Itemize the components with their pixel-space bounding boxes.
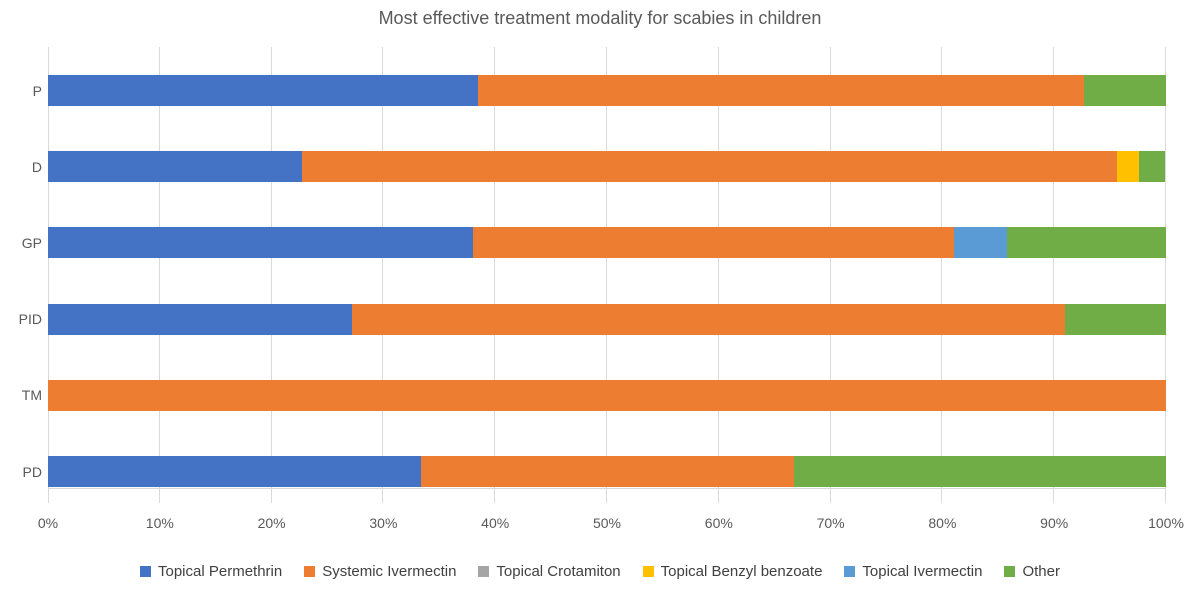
legend-label: Topical Permethrin <box>158 562 283 580</box>
x-tick-label: 10% <box>145 515 174 531</box>
gridline <box>941 47 943 488</box>
chart-title: Most effective treatment modality for sc… <box>378 8 822 28</box>
legend-item: Topical Benzyl benzoate <box>642 562 823 580</box>
bar-row-PD <box>48 456 1166 487</box>
gridline <box>829 47 831 488</box>
x-tick-label: 30% <box>369 515 398 531</box>
bar-segment <box>48 75 479 106</box>
legend-swatch-icon <box>642 565 654 577</box>
gridline <box>606 47 607 488</box>
legend: Topical Permethrin Systemic Ivermectin Top… <box>0 559 1200 583</box>
x-tick-label: 100% <box>1148 515 1184 531</box>
legend-swatch-icon <box>304 565 316 577</box>
gridline <box>1053 47 1055 488</box>
legend-label: Topical Ivermectin <box>862 562 983 580</box>
axis-tick <box>382 488 384 503</box>
x-tick-label: 80% <box>928 515 957 531</box>
bar-segment <box>48 379 1166 411</box>
gridline <box>270 47 272 488</box>
bar-row-D <box>48 151 1166 183</box>
legend-item: Topical Permethrin <box>140 563 282 580</box>
gridline <box>494 47 496 488</box>
gridline <box>48 47 49 488</box>
gridline <box>1165 47 1166 488</box>
bar-segment <box>48 303 353 335</box>
x-tick-label: 20% <box>257 515 286 531</box>
x-tick-label: 70% <box>816 515 845 531</box>
bar-segment <box>953 227 1008 259</box>
legend-item: Other <box>1004 563 1060 580</box>
x-tick-label: 60% <box>704 515 733 531</box>
bar-segment <box>301 151 1117 183</box>
x-tick-label: 50% <box>592 515 622 531</box>
category-label: GP <box>21 234 42 251</box>
gridline <box>717 47 719 488</box>
gridline <box>382 47 384 488</box>
bar-segment <box>478 75 1085 106</box>
bar-segment <box>48 151 302 183</box>
bar-segment <box>1139 151 1165 183</box>
axis-tick <box>941 488 943 503</box>
category-label: D <box>31 158 42 175</box>
legend-label: Topical Benzyl benzoate <box>660 562 823 580</box>
bar-row-P <box>48 75 1166 106</box>
bar-row-GP <box>48 227 1166 259</box>
category-label: PD <box>22 463 42 480</box>
bar-segment <box>421 456 794 487</box>
bar-row-PID <box>48 303 1166 335</box>
bar-segment <box>352 303 1066 335</box>
category-label: P <box>32 82 42 99</box>
axis-tick <box>158 488 160 503</box>
legend-swatch-icon <box>1004 565 1016 577</box>
bar-segment <box>48 456 422 487</box>
x-tick-label: 90% <box>1040 515 1069 531</box>
legend-item: Systemic Ivermectin <box>304 563 456 580</box>
bar-segment <box>1065 303 1166 335</box>
bar-row-TM <box>48 379 1166 411</box>
legend-swatch-icon <box>140 565 151 577</box>
legend-swatch-icon <box>478 565 490 577</box>
axis-tick <box>494 488 496 503</box>
legend-item: Topical Ivermectin <box>844 563 982 580</box>
axis-tick <box>829 488 831 503</box>
axis-tick <box>1053 488 1055 503</box>
x-tick-label: 40% <box>481 515 510 531</box>
axis-tick <box>48 488 49 503</box>
legend-swatch-icon <box>844 565 856 577</box>
bar-segment <box>1084 75 1166 106</box>
category-label: PID <box>18 311 42 328</box>
plot-area: 0% 10% 20% 30% 40% 50% 60% 70% 80% 90% 100% <box>38 47 1184 531</box>
axis-tick <box>270 488 272 503</box>
x-tick-label: 0% <box>37 515 59 531</box>
axis-tick <box>717 488 719 503</box>
category-label: TM <box>21 387 42 404</box>
bar-segment <box>1007 227 1166 259</box>
bar-segment <box>472 227 954 259</box>
bar-segment <box>793 456 1166 487</box>
gridline <box>158 47 160 488</box>
axis-tick <box>606 488 607 503</box>
bar-segment <box>1116 151 1140 183</box>
axis-tick <box>1165 488 1166 503</box>
legend-label: Other <box>1022 562 1060 580</box>
legend-item: Topical Crotamiton <box>478 562 621 580</box>
bar-segment <box>48 227 473 259</box>
legend-label: Topical Crotamiton <box>496 562 621 580</box>
legend-label: Systemic Ivermectin <box>322 562 457 580</box>
